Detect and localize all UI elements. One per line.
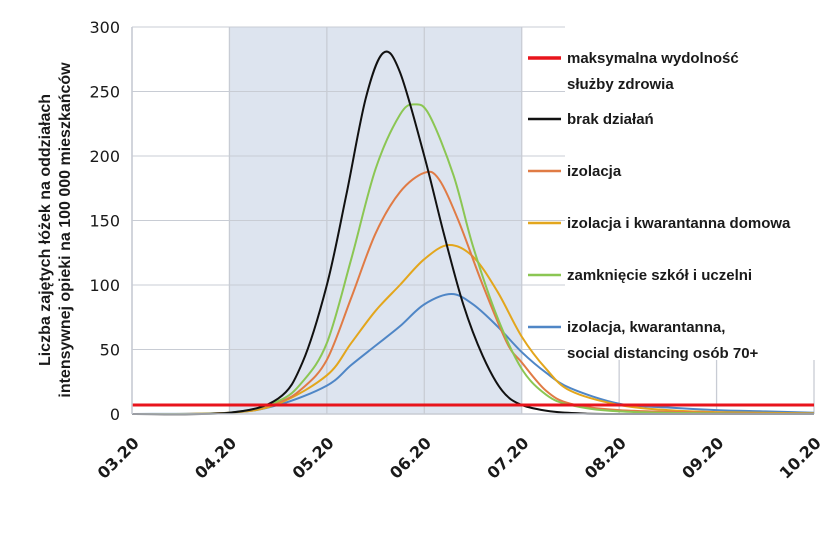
legend-label: social distancing osób 70+ (567, 345, 759, 362)
series-line-izolacja-kwarantanna-social-distancing-os-b-70- (131, 293, 815, 415)
legend-label: izolacja (567, 163, 622, 180)
y-tick-label: 300 (89, 18, 120, 37)
legend-label: brak działań (567, 111, 654, 128)
x-tick-label: 06.20 (386, 433, 435, 482)
x-tick-label: 07.20 (483, 433, 532, 482)
series-line-brak-dzia-a- (131, 50, 815, 416)
x-tick-label: 10.20 (776, 433, 825, 482)
x-tick-label: 03.20 (94, 433, 143, 482)
legend-label: służby zdrowia (567, 76, 674, 93)
y-axis-title-line-1: Liczba zajętych łóżek na oddziałach (37, 94, 54, 366)
series-line-izolacja-i-kwarantanna-domowa (131, 244, 815, 415)
legend-label: izolacja, kwarantanna, (567, 319, 725, 336)
x-tick-label: 05.20 (288, 433, 337, 482)
legend-label: maksymalna wydolność (567, 50, 739, 67)
x-tick-label: 04.20 (191, 433, 240, 482)
y-tick-label: 50 (100, 341, 120, 360)
y-tick-label: 150 (89, 212, 120, 231)
legend-label: zamknięcie szkół i uczelni (567, 267, 752, 284)
legend-label: izolacja i kwarantanna domowa (567, 215, 791, 232)
x-tick-label: 08.20 (581, 433, 630, 482)
y-tick-label: 100 (89, 276, 120, 295)
y-tick-label: 200 (89, 147, 120, 166)
y-tick-label: 0 (110, 405, 120, 424)
y-axis-title-line-2: intensywnej opieki na 100 000 mieszkańcó… (57, 62, 74, 398)
x-tick-label: 09.20 (678, 433, 727, 482)
y-tick-label: 250 (89, 83, 120, 102)
